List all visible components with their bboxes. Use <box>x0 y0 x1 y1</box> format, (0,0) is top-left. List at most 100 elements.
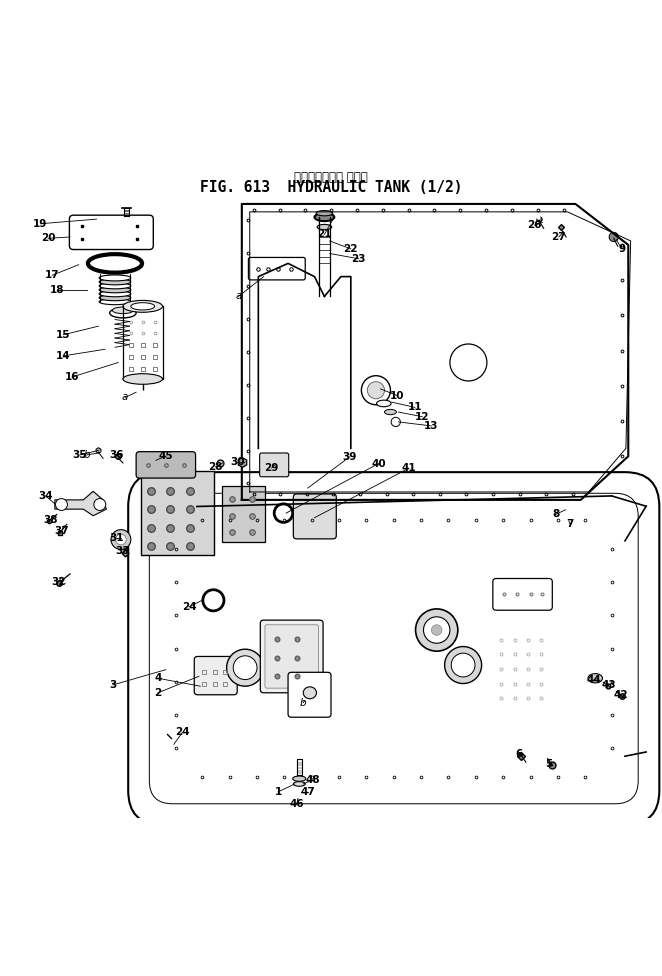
Ellipse shape <box>113 307 134 313</box>
Text: 16: 16 <box>65 372 79 382</box>
Text: 44: 44 <box>587 674 601 684</box>
FancyBboxPatch shape <box>293 494 336 539</box>
Ellipse shape <box>293 776 306 782</box>
Text: 15: 15 <box>56 330 71 340</box>
Circle shape <box>367 382 385 399</box>
FancyBboxPatch shape <box>288 672 331 717</box>
Text: 23: 23 <box>352 254 366 264</box>
Circle shape <box>226 649 263 686</box>
FancyBboxPatch shape <box>493 579 552 610</box>
Circle shape <box>391 418 401 427</box>
Ellipse shape <box>385 409 397 415</box>
Text: 30: 30 <box>230 457 244 467</box>
Text: a: a <box>235 292 242 302</box>
Text: 34: 34 <box>38 491 53 501</box>
Ellipse shape <box>110 308 136 318</box>
FancyBboxPatch shape <box>248 258 305 280</box>
Text: 40: 40 <box>371 459 386 468</box>
Text: a: a <box>122 392 128 402</box>
Ellipse shape <box>203 590 224 611</box>
Text: 46: 46 <box>289 798 304 809</box>
Text: 7: 7 <box>567 519 574 529</box>
Circle shape <box>116 534 126 545</box>
Circle shape <box>94 499 106 510</box>
Text: 6: 6 <box>516 749 523 758</box>
Ellipse shape <box>123 301 163 312</box>
FancyBboxPatch shape <box>260 620 323 693</box>
Circle shape <box>416 609 458 651</box>
Text: 5: 5 <box>545 759 553 769</box>
Ellipse shape <box>88 254 142 272</box>
Text: 1: 1 <box>275 787 282 796</box>
Text: 13: 13 <box>424 421 439 430</box>
FancyBboxPatch shape <box>128 472 659 825</box>
Ellipse shape <box>99 283 131 289</box>
Text: 41: 41 <box>402 464 416 473</box>
Circle shape <box>609 232 618 242</box>
Text: 39: 39 <box>342 452 357 462</box>
FancyBboxPatch shape <box>136 452 195 478</box>
Text: 48: 48 <box>305 775 320 785</box>
Text: 36: 36 <box>109 450 124 460</box>
Polygon shape <box>55 491 107 515</box>
Text: 10: 10 <box>390 390 404 400</box>
Text: 28: 28 <box>208 462 222 471</box>
Ellipse shape <box>99 275 131 281</box>
Text: 24: 24 <box>181 602 196 612</box>
Ellipse shape <box>316 211 332 216</box>
Text: 24: 24 <box>175 727 190 738</box>
Polygon shape <box>558 515 577 529</box>
FancyBboxPatch shape <box>260 453 289 476</box>
Circle shape <box>450 344 487 381</box>
Text: 11: 11 <box>408 402 422 413</box>
Text: 20: 20 <box>41 233 56 243</box>
Text: 38: 38 <box>43 514 58 525</box>
Text: 17: 17 <box>45 270 60 280</box>
Text: 19: 19 <box>33 219 48 228</box>
Text: 22: 22 <box>344 244 358 254</box>
Text: 31: 31 <box>109 533 124 543</box>
Text: 43: 43 <box>601 680 616 690</box>
Ellipse shape <box>559 506 576 512</box>
Ellipse shape <box>99 299 131 305</box>
Ellipse shape <box>303 687 316 699</box>
Bar <box>142 470 214 555</box>
Ellipse shape <box>99 279 131 285</box>
Circle shape <box>424 617 450 643</box>
Text: 45: 45 <box>158 451 173 462</box>
Ellipse shape <box>99 287 131 293</box>
Text: 37: 37 <box>54 526 69 536</box>
Text: 4: 4 <box>154 673 162 683</box>
Text: 29: 29 <box>264 464 279 473</box>
Ellipse shape <box>314 213 334 222</box>
Text: 21: 21 <box>317 229 332 239</box>
Ellipse shape <box>99 291 131 297</box>
Text: b: b <box>300 698 307 708</box>
Ellipse shape <box>588 673 602 683</box>
FancyBboxPatch shape <box>265 625 318 688</box>
Text: ハイドロリック タンク: ハイドロリック タンク <box>294 171 368 183</box>
Text: 9: 9 <box>618 244 625 254</box>
Text: 32: 32 <box>52 577 66 587</box>
Ellipse shape <box>123 374 163 385</box>
Ellipse shape <box>377 400 391 407</box>
Text: 12: 12 <box>415 412 430 422</box>
Bar <box>222 486 265 543</box>
Text: 2: 2 <box>154 688 162 698</box>
Circle shape <box>361 376 391 405</box>
Circle shape <box>233 656 257 679</box>
FancyBboxPatch shape <box>70 215 154 250</box>
Circle shape <box>445 646 482 683</box>
Text: 42: 42 <box>613 690 628 700</box>
Circle shape <box>56 499 68 510</box>
FancyBboxPatch shape <box>194 657 237 695</box>
Circle shape <box>451 653 475 677</box>
Ellipse shape <box>317 224 332 229</box>
Text: 35: 35 <box>73 450 87 460</box>
Text: 18: 18 <box>50 285 64 295</box>
Text: 14: 14 <box>56 351 71 361</box>
Text: 3: 3 <box>109 680 117 690</box>
Text: FIG. 613  HYDRAULIC TANK (1/2): FIG. 613 HYDRAULIC TANK (1/2) <box>200 181 462 195</box>
Text: 47: 47 <box>301 787 315 796</box>
Text: 33: 33 <box>116 546 130 555</box>
